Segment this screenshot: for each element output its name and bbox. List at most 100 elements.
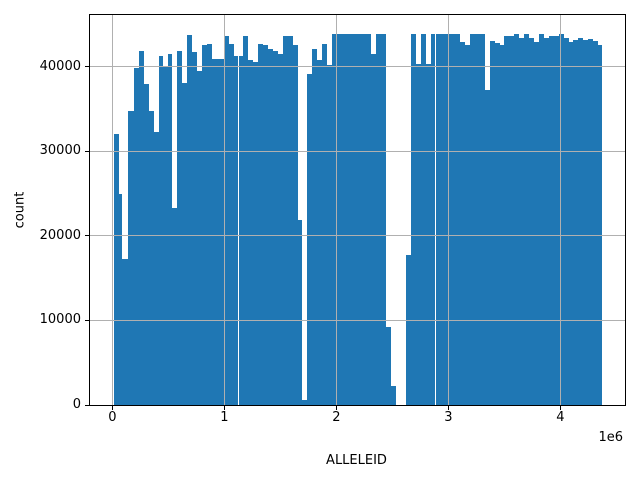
- y-tick-label: 20000: [39, 227, 81, 243]
- histogram-bar: [474, 33, 480, 405]
- y-tick-mark: [85, 150, 89, 152]
- x-gridline: [335, 15, 337, 405]
- histogram-bar: [509, 35, 515, 405]
- y-gridline: [90, 235, 625, 237]
- histogram-bar: [336, 33, 342, 405]
- histogram-bar: [168, 53, 173, 405]
- histogram-bar: [148, 110, 154, 405]
- x-tick-mark: [223, 406, 225, 410]
- histogram-bar: [201, 45, 207, 405]
- bars-layer: [90, 15, 625, 405]
- x-tick-mark: [559, 406, 561, 410]
- histogram-bar: [588, 38, 594, 405]
- histogram-bar: [253, 62, 259, 405]
- x-tick-label: 1: [220, 410, 229, 425]
- histogram-bar: [341, 33, 347, 405]
- histogram-bar: [366, 33, 372, 405]
- histogram-bar: [233, 55, 239, 405]
- y-tick-mark: [85, 319, 89, 321]
- histogram-bar: [128, 111, 134, 405]
- histogram-bar: [134, 68, 139, 405]
- histogram-bar: [317, 59, 323, 405]
- histogram-bar: [217, 58, 224, 405]
- histogram-bar: [504, 35, 510, 405]
- histogram-bar: [153, 131, 159, 405]
- histogram-bar: [197, 70, 202, 405]
- x-gridline: [447, 15, 449, 405]
- histogram-bar: [553, 35, 559, 405]
- histogram-bar: [514, 33, 520, 405]
- grid-layer: [90, 15, 625, 405]
- x-axis-label: ALLELEID: [326, 453, 387, 468]
- histogram-bar: [277, 53, 283, 405]
- y-tick-label: 40000: [39, 58, 81, 74]
- histogram-bar: [440, 33, 446, 405]
- histogram-bar: [489, 41, 495, 405]
- histogram-bar: [543, 37, 549, 405]
- histogram-bar: [138, 50, 144, 405]
- histogram-bar: [450, 33, 456, 405]
- histogram-bar: [578, 37, 584, 405]
- histogram-bar: [248, 59, 254, 405]
- x-axis-offset-label: 1e6: [598, 430, 623, 445]
- histogram-bar: [469, 33, 475, 405]
- histogram-bar: [430, 33, 436, 405]
- x-tick-label: 4: [556, 410, 565, 425]
- x-gridline: [223, 15, 225, 405]
- histogram-bar: [479, 33, 485, 405]
- histogram-bar: [187, 35, 193, 405]
- x-gridline: [111, 15, 113, 405]
- x-tick-label: 0: [108, 410, 117, 425]
- histogram-bar: [211, 58, 218, 405]
- x-tick-mark: [335, 406, 337, 410]
- histogram-bar: [298, 219, 303, 405]
- histogram-bar: [312, 48, 318, 405]
- histogram-bar: [573, 40, 579, 405]
- histogram-bar: [322, 43, 328, 405]
- histogram-bar: [455, 33, 461, 405]
- histogram-bar: [192, 52, 198, 405]
- y-tick-mark: [85, 235, 89, 237]
- histogram-bar: [484, 89, 490, 405]
- histogram-bar: [534, 42, 539, 405]
- histogram-bar: [405, 255, 411, 405]
- histogram-bar: [158, 55, 164, 405]
- histogram-bar: [415, 64, 421, 405]
- histogram-bar: [307, 74, 313, 405]
- histogram-bar: [494, 42, 500, 405]
- histogram-bar: [143, 83, 149, 405]
- histogram-bar: [410, 33, 416, 405]
- y-tick-mark: [85, 66, 89, 68]
- y-tick-label: 10000: [39, 312, 81, 328]
- histogram-bar: [524, 33, 530, 405]
- x-tick-label: 3: [444, 410, 453, 425]
- histogram-bar: [371, 53, 377, 405]
- histogram-bar: [346, 33, 352, 405]
- x-tick-mark: [447, 406, 449, 410]
- histogram-bar: [568, 42, 574, 405]
- histogram-bar: [376, 33, 382, 405]
- histogram-bar: [206, 43, 212, 405]
- histogram-bar: [445, 33, 451, 405]
- histogram-bar: [386, 327, 392, 405]
- histogram-bar: [332, 33, 337, 405]
- histogram-bar: [381, 33, 387, 405]
- histogram-bar: [302, 399, 308, 405]
- histogram-bar: [182, 82, 188, 405]
- histogram-bar: [258, 43, 264, 405]
- histogram-bar: [356, 33, 362, 405]
- histogram-bar: [238, 55, 244, 405]
- histogram-bar: [598, 45, 602, 405]
- y-tick-label: 30000: [39, 143, 81, 159]
- histogram-bar: [460, 42, 466, 405]
- plot-area: [89, 14, 626, 406]
- histogram-bar: [499, 45, 505, 405]
- histogram-bar: [287, 35, 293, 405]
- histogram-bar: [465, 45, 470, 405]
- histogram-bar: [228, 43, 234, 405]
- histogram-bar: [272, 50, 278, 405]
- histogram-bar: [282, 35, 288, 405]
- y-tick-mark: [85, 404, 89, 406]
- histogram-bar: [119, 193, 122, 405]
